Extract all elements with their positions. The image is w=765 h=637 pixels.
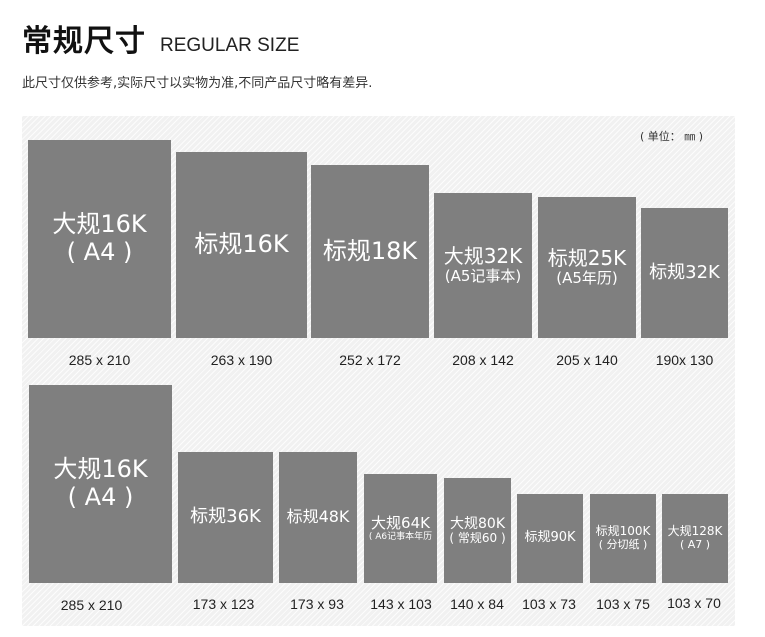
size-dimension: 103 x 70 (667, 595, 721, 611)
page-title-english: REGULAR SIZE (160, 35, 300, 56)
size-dimension: 285 x 210 (60, 597, 123, 613)
size-box-name: 大规32K (443, 244, 523, 269)
size-box-name: 大规80K (450, 515, 505, 532)
size-box-row2-4: 大规64K ( A6记事本年历 (364, 474, 437, 583)
size-box-row1-3: 标规18K (311, 165, 429, 338)
size-box-name: 标规18K (322, 236, 418, 265)
size-box-name: 大规16K (53, 455, 148, 484)
size-box-name: 标规32K (649, 261, 720, 283)
size-box-row2-6: 标规90K (517, 494, 583, 583)
size-box-row2-7: 标规100K ( 分切纸 ) (590, 494, 656, 583)
size-box-name: 大规128K (667, 524, 723, 539)
size-box-note: ( A6记事本年历 (368, 531, 433, 542)
size-box-name: 标规90K (524, 530, 576, 546)
size-box-row2-8: 大规128K ( A7 ) (662, 494, 728, 583)
size-box-name: 大规16K (52, 210, 147, 239)
size-box-name: 标规16K (194, 230, 289, 259)
size-box-name: 标规36K (190, 506, 261, 528)
size-box-name: 标规25K (547, 246, 627, 271)
size-box-name: 标规100K (595, 524, 651, 539)
size-dimension: 263 x 190 (210, 352, 273, 368)
size-box-row2-2: 标规36K (178, 452, 273, 583)
size-dimension: 208 x 142 (452, 352, 514, 368)
size-box-name: 大规64K (371, 513, 430, 532)
size-box-name: 标规48K (286, 507, 350, 527)
size-box-row2-5: 大规80K ( 常规60 ) (444, 478, 511, 583)
size-box-row1-2: 标规16K (176, 152, 307, 338)
page-subtitle: 此尺寸仅供参考,实际尺寸以实物为准,不同产品尺寸略有差异. (22, 76, 373, 91)
size-box-row1-1: 大规16K ( A4 ) (28, 140, 171, 338)
size-box-row1-5: 标规25K (A5年历) (538, 197, 636, 338)
size-box-row2-1: 大规16K ( A4 ) (29, 385, 172, 583)
size-dimension: 252 x 172 (339, 352, 401, 368)
size-box-note: ( A7 ) (679, 538, 711, 552)
size-dimension: 103 x 73 (522, 596, 576, 612)
size-box-row1-4: 大规32K (A5记事本) (434, 193, 532, 338)
size-box-note: ( 分切纸 ) (598, 538, 648, 552)
page-header: 常规尺寸 REGULAR SIZE (22, 16, 300, 59)
size-dimension: 190x 130 (655, 352, 714, 368)
size-dimension: 103 x 75 (596, 596, 650, 612)
page-title: 常规尺寸 (22, 24, 146, 59)
size-dimension: 143 x 103 (370, 596, 432, 612)
size-box-row1-6: 标规32K (641, 208, 728, 338)
size-box-note: (A5年历) (556, 269, 618, 288)
size-box-note: ( A4 ) (67, 483, 134, 511)
size-box-note: ( A4 ) (66, 238, 133, 266)
size-box-note: (A5记事本) (444, 267, 522, 286)
size-box-note: ( 常规60 ) (449, 530, 506, 545)
unit-label: ( 单位： ㎜ ) (640, 130, 704, 143)
size-dimension: 140 x 84 (450, 596, 504, 612)
size-box-row2-3: 标规48K (279, 452, 357, 583)
size-dimension: 205 x 140 (556, 352, 618, 368)
size-dimension: 173 x 93 (290, 596, 344, 612)
size-dimension: 173 x 123 (192, 596, 255, 612)
size-dimension: 285 x 210 (68, 352, 131, 368)
